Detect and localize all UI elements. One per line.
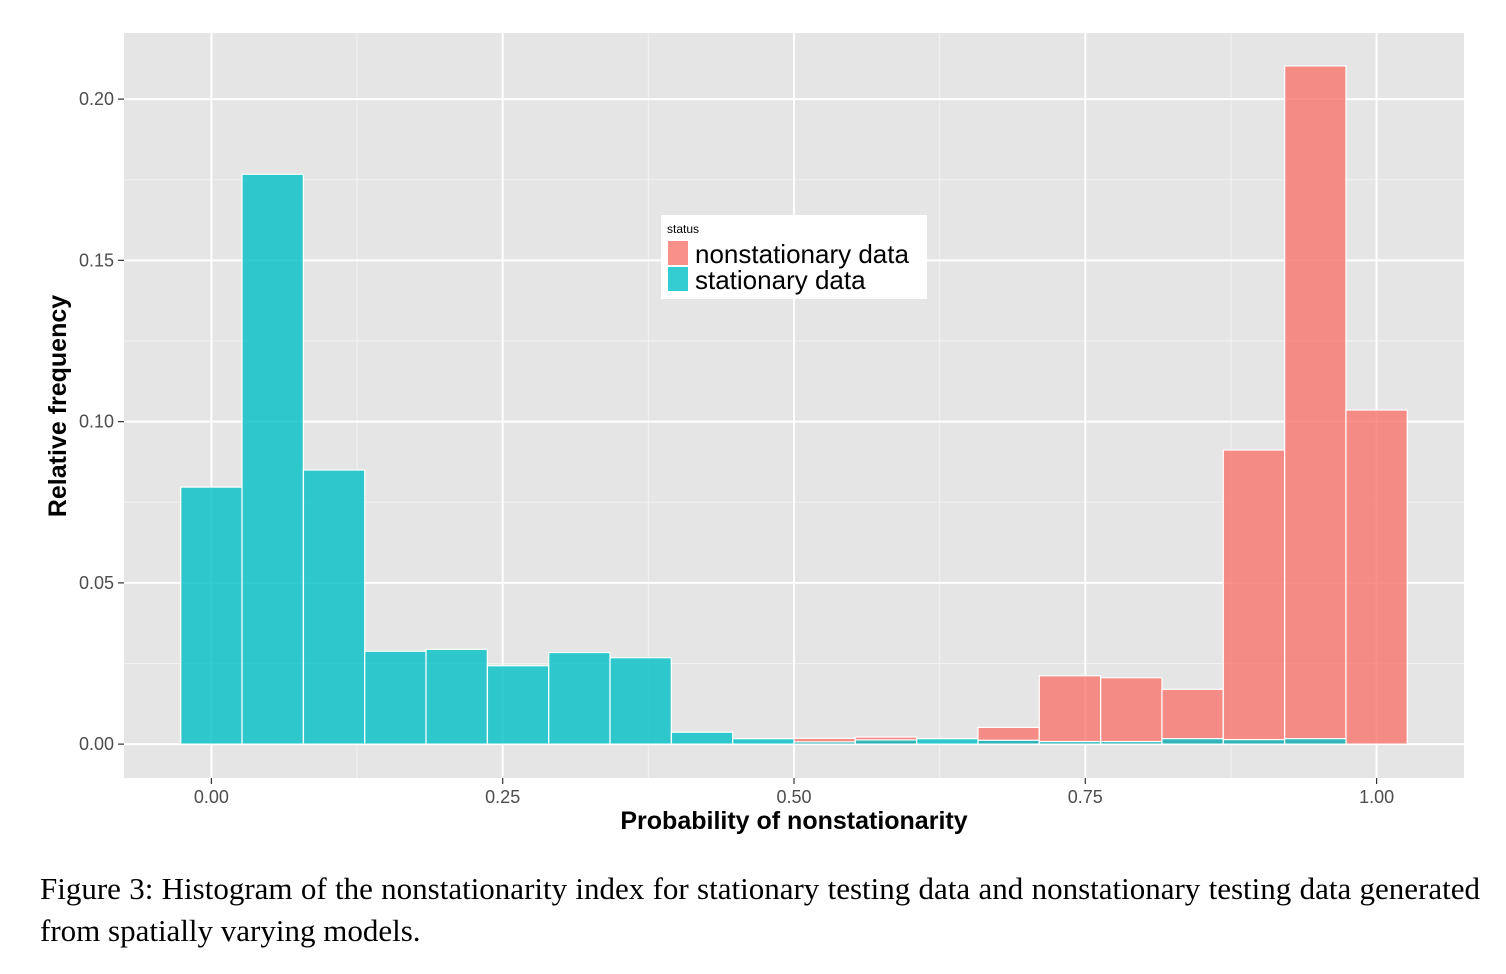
bar-stationary xyxy=(1161,738,1224,745)
y-tick-label: 0.00 xyxy=(79,734,114,754)
bar-stationary xyxy=(364,650,427,745)
legend-box xyxy=(661,215,927,299)
bar-stationary xyxy=(180,486,243,745)
bar-stationary xyxy=(732,738,795,745)
bar-stationary xyxy=(302,469,366,745)
bar-nonstationary xyxy=(1345,409,1408,745)
histogram-chart: 0.00 0.05 0.10 0.15 0.20 0.00 0.25 0.50 0.75 1.0… xyxy=(44,33,1464,835)
y-tick-label: 0.10 xyxy=(79,412,114,432)
y-axis: 0.00 0.05 0.10 0.15 0.20 xyxy=(79,89,124,754)
legend-key-nonstationary xyxy=(668,241,688,265)
y-tick-label: 0.05 xyxy=(79,573,114,593)
bar-stationary xyxy=(977,739,1040,745)
bar-stationary xyxy=(1222,739,1286,745)
bar-stationary xyxy=(854,739,918,745)
y-tick-label: 0.15 xyxy=(79,250,114,270)
x-tick-label: 0.00 xyxy=(194,787,229,807)
y-axis-title: Relative frequency xyxy=(44,295,72,517)
figure-caption: Figure 3: Histogram of the nonstationari… xyxy=(40,871,1480,948)
bar-stationary xyxy=(916,738,979,745)
y-tick-label: 0.20 xyxy=(79,89,114,109)
x-tick-label: 0.75 xyxy=(1068,787,1103,807)
x-tick-label: 0.25 xyxy=(485,787,520,807)
bar-stationary xyxy=(425,648,488,745)
bar-stationary xyxy=(486,665,550,745)
histogram-bars xyxy=(180,65,1408,745)
bar-stationary xyxy=(793,741,856,745)
bar-nonstationary xyxy=(1284,65,1347,745)
legend-label-nonstationary: nonstationary data xyxy=(695,239,909,269)
bar-nonstationary xyxy=(1100,677,1163,745)
bar-nonstationary xyxy=(1222,449,1286,745)
legend: status nonstationary data stationary dat… xyxy=(661,215,927,299)
x-axis-title: Probability of nonstationarity xyxy=(620,807,967,835)
x-axis: 0.00 0.25 0.50 0.75 1.00 xyxy=(194,778,1394,807)
bar-stationary xyxy=(1284,738,1347,745)
bar-stationary xyxy=(548,651,611,745)
legend-key-stationary xyxy=(668,267,688,291)
bar-stationary xyxy=(670,731,734,745)
bar-stationary xyxy=(609,657,672,745)
legend-label-stationary: stationary data xyxy=(695,265,866,295)
bar-nonstationary xyxy=(1038,675,1102,745)
bar-stationary xyxy=(1100,740,1163,745)
bar-stationary xyxy=(241,173,304,745)
x-tick-label: 1.00 xyxy=(1359,787,1394,807)
legend-title: status xyxy=(667,222,699,236)
bar-stationary xyxy=(1038,740,1102,745)
x-tick-label: 0.50 xyxy=(776,787,811,807)
bar-nonstationary xyxy=(1161,688,1224,745)
